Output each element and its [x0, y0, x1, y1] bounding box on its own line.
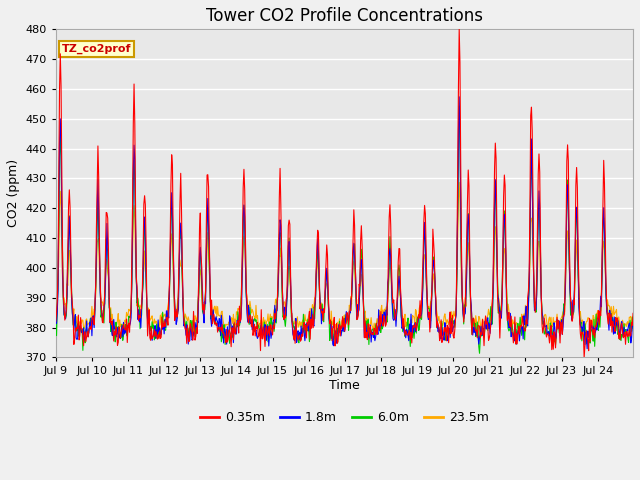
Line: 0.35m: 0.35m	[56, 29, 633, 357]
6.0m	[254, 322, 262, 328]
6.0m	[629, 325, 637, 331]
Line: 6.0m: 6.0m	[56, 106, 633, 353]
6.0m	[436, 329, 444, 335]
0.35m	[276, 166, 284, 171]
Text: TZ_co2prof: TZ_co2prof	[61, 44, 131, 54]
0.35m	[455, 26, 463, 32]
0.35m	[52, 318, 60, 324]
1.8m	[254, 333, 262, 338]
23.5m	[455, 180, 463, 185]
6.0m	[226, 340, 234, 346]
23.5m	[52, 315, 60, 321]
23.5m	[226, 327, 234, 333]
1.8m	[120, 320, 127, 325]
23.5m	[330, 336, 338, 341]
6.0m	[276, 230, 284, 236]
23.5m	[405, 323, 413, 329]
1.8m	[455, 94, 463, 100]
Line: 1.8m: 1.8m	[56, 97, 633, 349]
Legend: 0.35m, 1.8m, 6.0m, 23.5m: 0.35m, 1.8m, 6.0m, 23.5m	[195, 406, 494, 429]
23.5m	[276, 253, 284, 259]
6.0m	[455, 103, 463, 109]
6.0m	[476, 350, 483, 356]
6.0m	[120, 332, 127, 337]
0.35m	[436, 333, 444, 339]
1.8m	[629, 323, 637, 329]
23.5m	[437, 325, 445, 331]
0.35m	[629, 311, 637, 316]
1.8m	[404, 333, 412, 339]
1.8m	[52, 320, 60, 326]
Title: Tower CO2 Profile Concentrations: Tower CO2 Profile Concentrations	[206, 7, 483, 25]
1.8m	[276, 217, 284, 223]
23.5m	[629, 314, 637, 320]
Y-axis label: CO2 (ppm): CO2 (ppm)	[7, 159, 20, 228]
1.8m	[583, 346, 591, 352]
1.8m	[436, 333, 444, 338]
0.35m	[254, 334, 262, 340]
23.5m	[254, 323, 262, 329]
0.35m	[120, 322, 127, 327]
Line: 23.5m: 23.5m	[56, 182, 633, 338]
0.35m	[404, 332, 412, 338]
0.35m	[580, 354, 588, 360]
X-axis label: Time: Time	[329, 379, 360, 392]
0.35m	[226, 327, 234, 333]
23.5m	[120, 323, 127, 328]
6.0m	[52, 309, 60, 315]
1.8m	[226, 313, 234, 319]
6.0m	[404, 315, 412, 321]
